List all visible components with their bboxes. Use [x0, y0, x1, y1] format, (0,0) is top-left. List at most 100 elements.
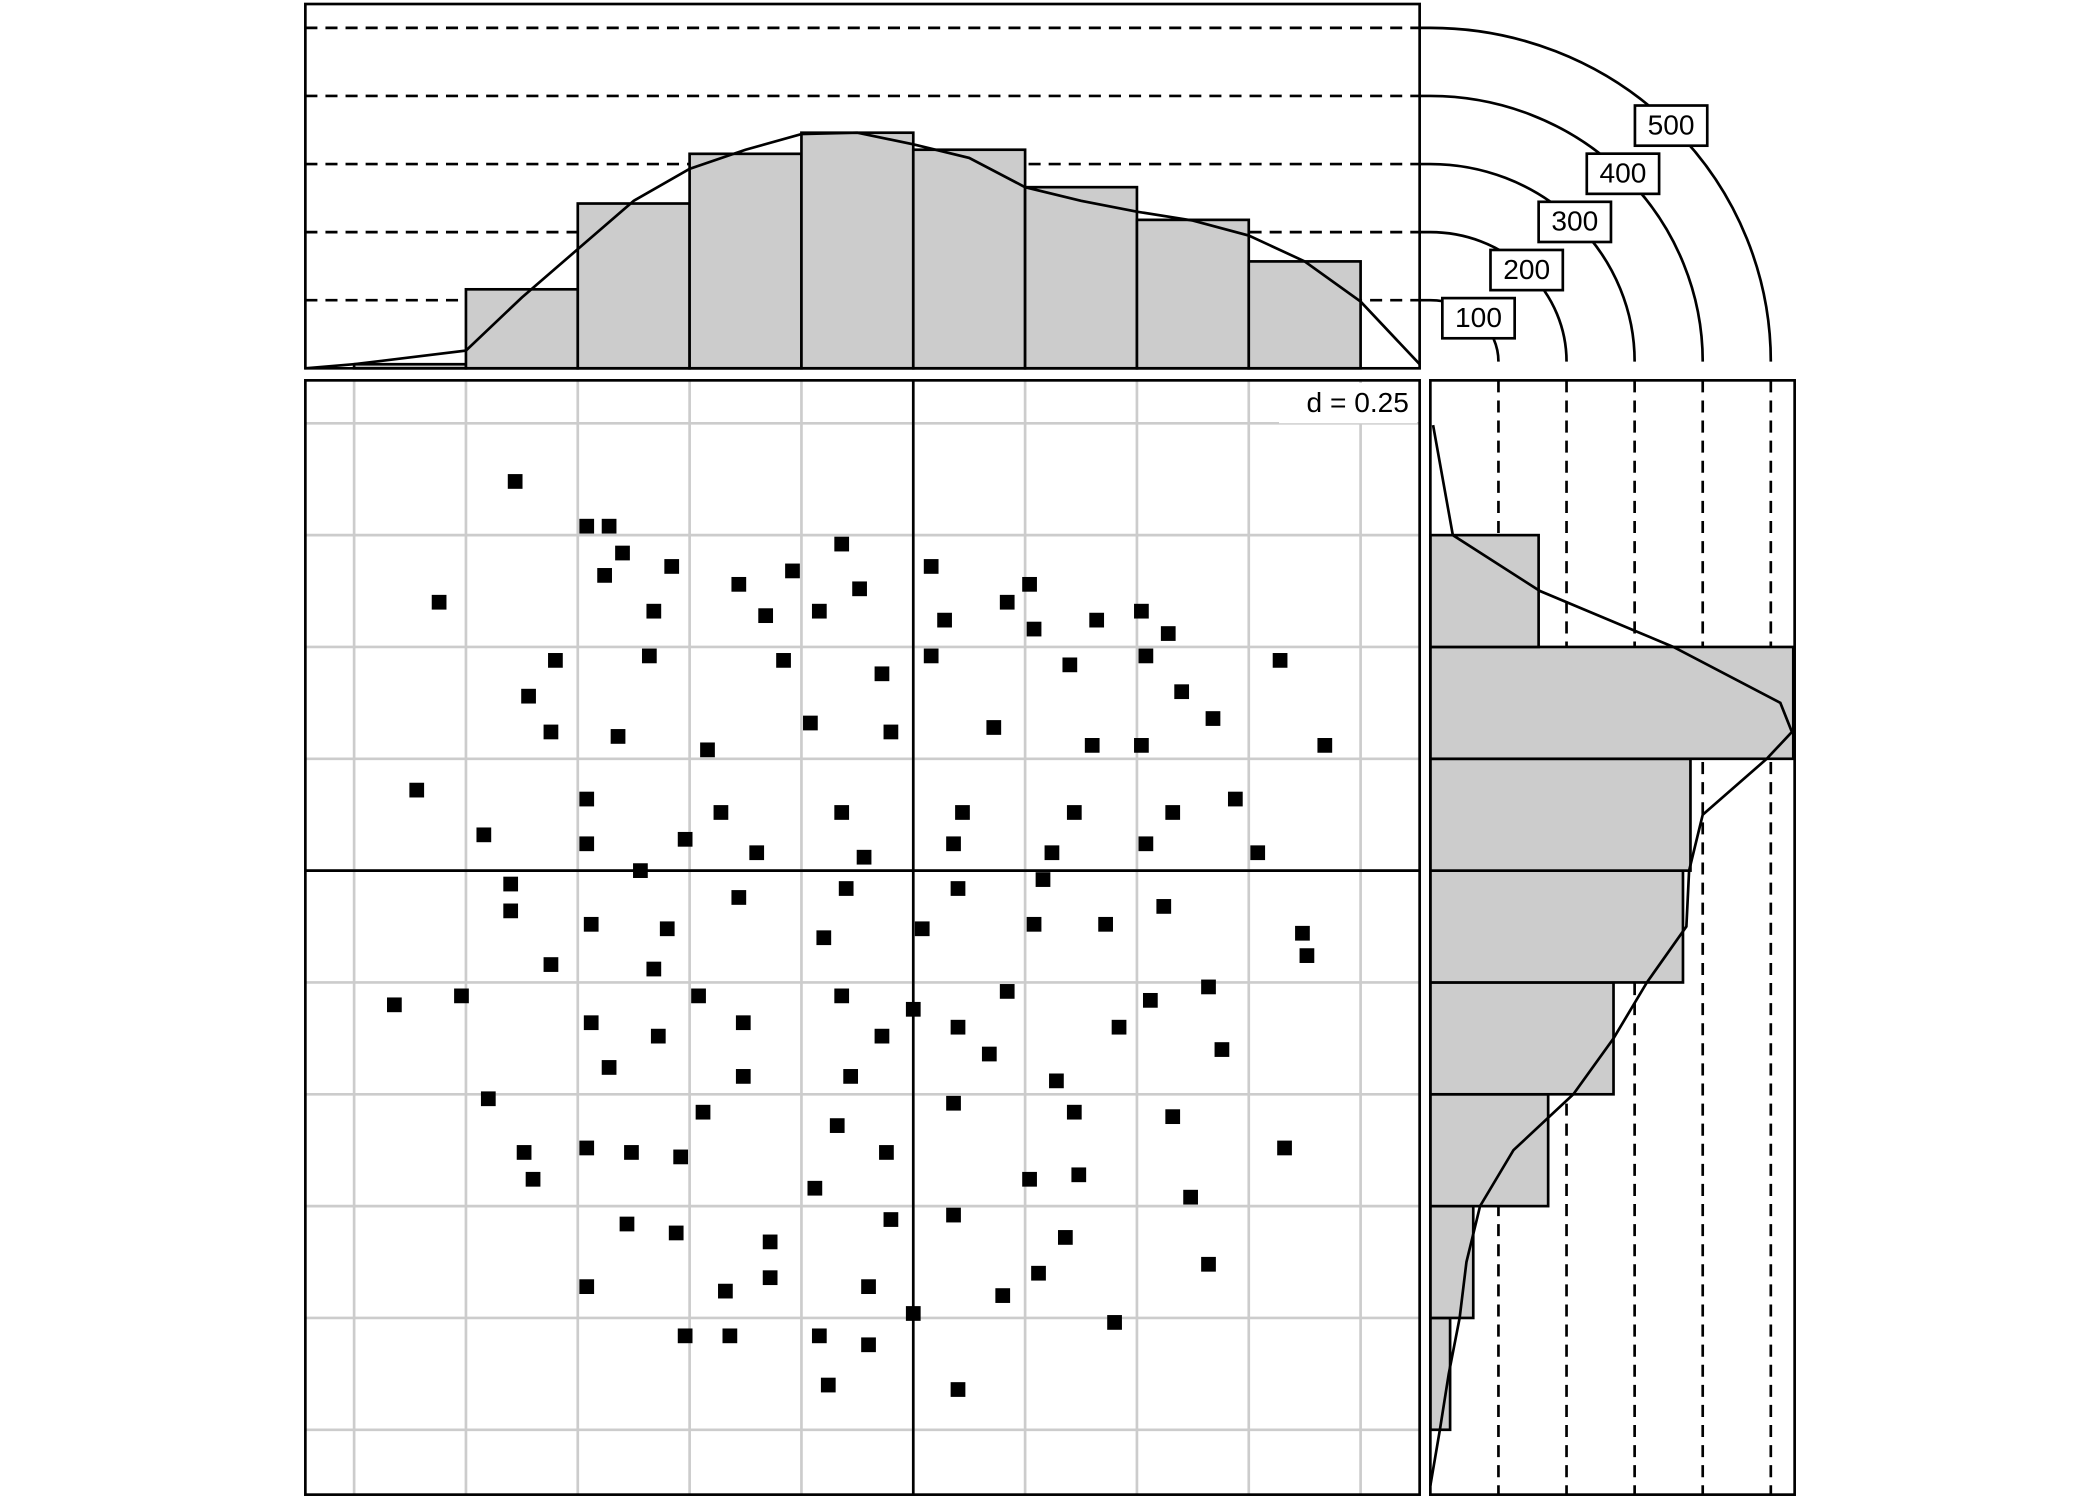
point	[999, 594, 1015, 610]
bar	[911, 148, 1027, 370]
point	[579, 791, 595, 807]
point	[874, 1028, 890, 1044]
point	[816, 930, 832, 946]
point	[695, 1104, 711, 1120]
point	[1022, 1171, 1037, 1187]
point	[762, 1234, 778, 1250]
point	[615, 545, 630, 561]
point	[1214, 1042, 1230, 1057]
point	[454, 988, 469, 1004]
point	[735, 1069, 751, 1084]
point	[937, 612, 952, 628]
point	[503, 903, 519, 919]
point	[1057, 1230, 1073, 1245]
bar	[464, 287, 580, 370]
point	[633, 863, 648, 878]
point	[601, 1060, 617, 1075]
annotation-bg	[1279, 383, 1417, 424]
point	[758, 608, 774, 624]
point	[516, 1145, 532, 1160]
point	[1031, 1265, 1046, 1281]
tick-label-box	[1489, 248, 1565, 292]
annotation: d = 0.25	[1307, 387, 1409, 418]
point	[955, 805, 970, 820]
point	[1142, 992, 1158, 1008]
point	[1138, 836, 1154, 852]
bar	[1429, 757, 1692, 872]
point	[829, 1118, 845, 1133]
point	[986, 720, 1002, 735]
point	[883, 724, 899, 740]
panel-border	[304, 379, 1421, 1496]
point	[785, 563, 800, 579]
bar	[1247, 260, 1362, 370]
tick-label: 100	[1455, 302, 1502, 333]
bar	[1429, 869, 1685, 984]
point	[691, 988, 706, 1004]
point	[507, 474, 523, 489]
bar	[688, 152, 803, 370]
point	[722, 1328, 738, 1344]
point	[579, 836, 595, 852]
tick-label-box	[1441, 296, 1517, 340]
point	[543, 957, 559, 972]
point	[1035, 872, 1051, 887]
point	[1066, 1104, 1082, 1120]
tick-label-box	[1585, 152, 1661, 196]
point	[1084, 738, 1100, 753]
point	[879, 1145, 894, 1160]
point	[1022, 576, 1037, 592]
bar	[576, 202, 691, 370]
point	[820, 1377, 836, 1393]
point	[762, 1270, 778, 1286]
point	[946, 1207, 961, 1223]
point	[677, 831, 693, 847]
point	[856, 849, 872, 865]
density-line	[1429, 424, 1794, 1486]
point	[834, 805, 850, 820]
point	[387, 997, 402, 1013]
point	[1250, 845, 1266, 861]
point	[905, 1306, 921, 1321]
point	[1107, 1315, 1122, 1330]
point	[1227, 791, 1243, 807]
point	[431, 594, 447, 610]
point	[597, 568, 612, 583]
point	[601, 518, 617, 534]
bar	[1429, 1092, 1550, 1208]
bar	[1429, 533, 1540, 649]
point	[950, 881, 966, 896]
point	[807, 1180, 823, 1196]
density-line	[305, 131, 1421, 370]
point	[995, 1288, 1011, 1303]
point	[641, 648, 657, 664]
point	[1049, 1073, 1064, 1089]
point	[579, 518, 595, 534]
point	[525, 1171, 541, 1187]
point	[1174, 684, 1190, 700]
point	[811, 1328, 827, 1344]
point	[624, 1145, 639, 1160]
point	[834, 988, 850, 1004]
tick-label: 200	[1503, 254, 1550, 285]
point	[1201, 1256, 1216, 1272]
point	[1295, 925, 1310, 941]
point	[480, 1091, 496, 1107]
point	[521, 688, 536, 704]
panel-border	[1429, 379, 1796, 1496]
point	[579, 1140, 595, 1156]
point	[1277, 1140, 1292, 1156]
point	[803, 715, 818, 731]
point	[1317, 738, 1333, 753]
tick-label: 400	[1599, 158, 1646, 189]
point	[1071, 1167, 1087, 1183]
point	[610, 729, 626, 744]
bar	[800, 131, 915, 370]
point	[1138, 648, 1154, 664]
point	[673, 1149, 689, 1165]
point	[668, 1225, 684, 1241]
point	[731, 890, 747, 905]
point	[583, 916, 599, 932]
